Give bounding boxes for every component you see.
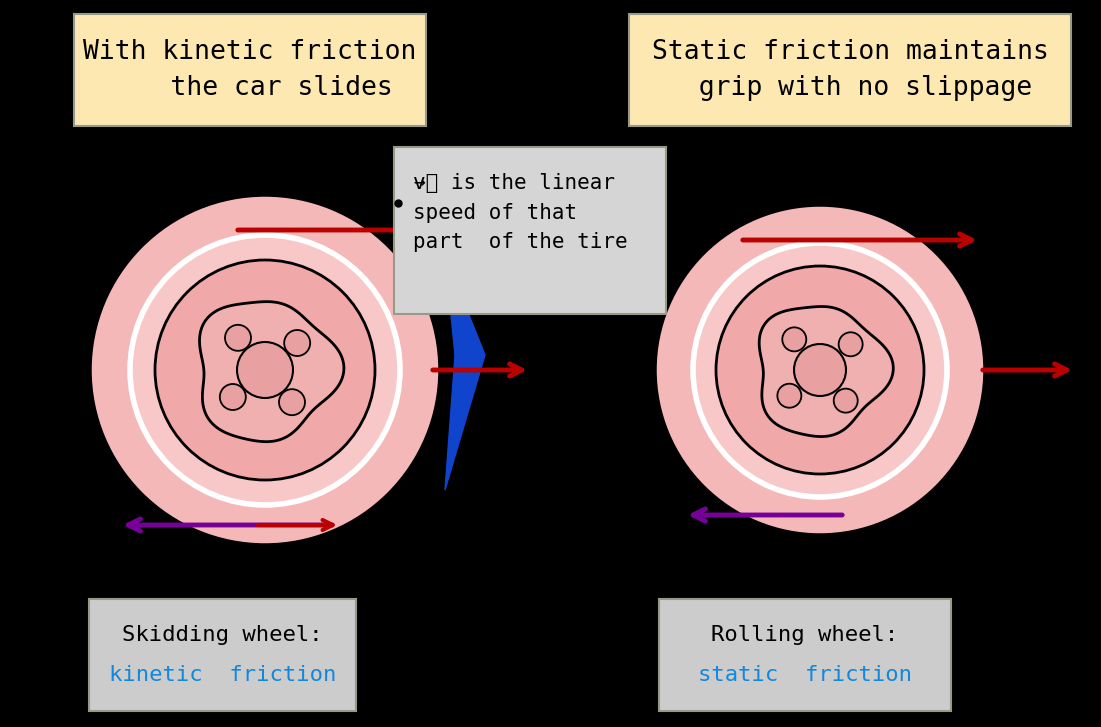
FancyBboxPatch shape [394,147,666,314]
Text: v⃗ is the linear
speed of that
part  of the tire: v⃗ is the linear speed of that part of t… [413,173,628,252]
Polygon shape [199,302,344,442]
Circle shape [716,266,924,474]
Circle shape [839,332,863,356]
Circle shape [130,235,400,505]
Circle shape [284,330,310,356]
Circle shape [155,260,375,480]
Circle shape [833,389,858,413]
Text: Rolling wheel:: Rolling wheel: [711,625,898,645]
Text: static  friction: static friction [698,664,912,685]
Circle shape [693,243,947,497]
Circle shape [220,384,246,410]
FancyBboxPatch shape [659,599,951,711]
Text: Static friction maintains
  grip with no slippage: Static friction maintains grip with no s… [652,39,1048,101]
Text: Skidding wheel:: Skidding wheel: [122,625,323,645]
Circle shape [279,389,305,415]
Circle shape [777,384,802,408]
FancyBboxPatch shape [74,14,426,126]
Circle shape [783,327,806,351]
Polygon shape [445,255,486,355]
Circle shape [90,195,440,545]
FancyBboxPatch shape [629,14,1071,126]
Polygon shape [445,355,486,490]
FancyBboxPatch shape [89,599,356,711]
Circle shape [655,205,985,535]
Text: →: → [413,173,425,192]
Circle shape [225,325,251,351]
Circle shape [794,344,846,396]
Polygon shape [760,307,893,436]
Text: kinetic  friction: kinetic friction [109,664,336,685]
Circle shape [237,342,293,398]
Text: With kinetic friction
    the car slides: With kinetic friction the car slides [84,39,416,101]
